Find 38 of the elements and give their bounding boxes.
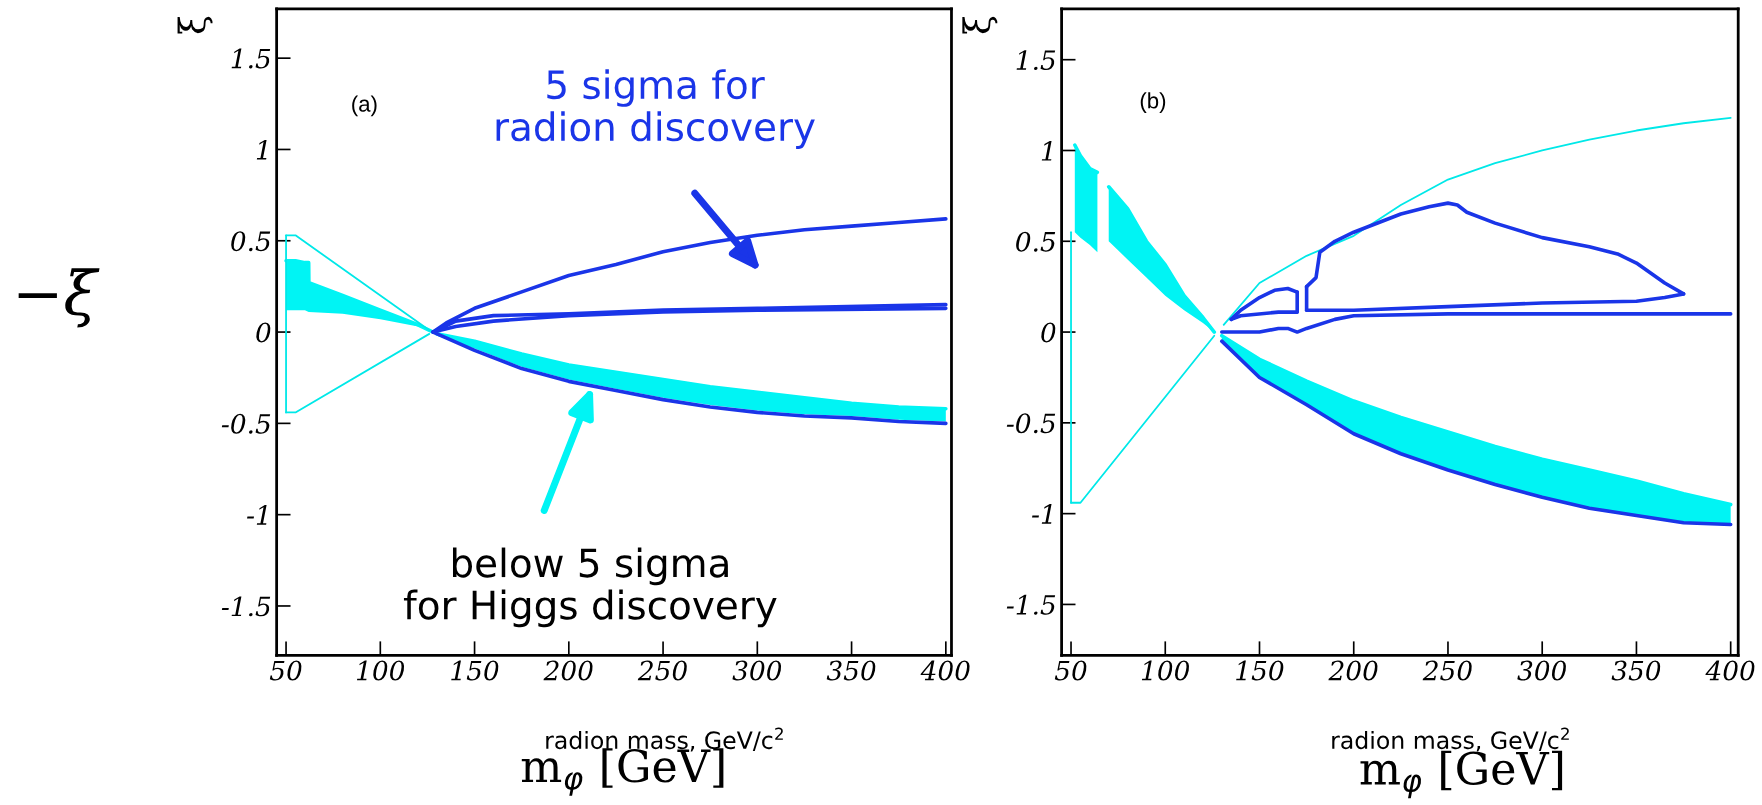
x-tick-label: 100	[1141, 660, 1190, 681]
y-tick-label: -0.5	[1006, 413, 1056, 434]
x-tick-label: 300	[732, 660, 782, 681]
annotation: (a)	[352, 95, 377, 117]
y-tick-label: 0.5	[1016, 231, 1056, 252]
x-tick-label: 150	[1236, 660, 1284, 681]
y-tick-label: 0	[1041, 322, 1056, 343]
y-tick-label: -0.5	[221, 413, 271, 434]
annotation: 5 sigma for radion discovery	[496, 69, 815, 149]
y-tick-label: 0	[256, 322, 271, 343]
x-tick-label: 250	[1422, 660, 1472, 681]
y-tick-label: 1	[256, 139, 267, 160]
y-tick-label: 1	[1041, 140, 1052, 161]
annotation: (b)	[1140, 92, 1166, 113]
text: −ξ	[18, 268, 100, 328]
x-tick-label: 200	[1328, 660, 1378, 681]
y-tick-label: 1.5	[231, 48, 271, 69]
x-tick-label: 400	[1705, 660, 1755, 681]
y-tick-label: -1	[1032, 504, 1052, 524]
x-tick-label: 350	[826, 660, 876, 681]
x-tick-label: 400	[920, 660, 970, 681]
x-tick-label: 50	[1054, 660, 1087, 681]
x-tick-label: 100	[356, 660, 405, 681]
x-tick-label: 150	[451, 660, 499, 681]
y-tick-label: -1.5	[1006, 594, 1056, 615]
y-tick-label: 0.5	[231, 231, 271, 252]
x-tick-label: 350	[1611, 660, 1661, 681]
x-tick-label: 200	[543, 660, 593, 681]
y-axis-title: ξ	[177, 16, 213, 34]
y-tick-label: 1.5	[1016, 50, 1056, 71]
annotation: below 5 sigma for Higgs discovery	[403, 547, 777, 628]
y-tick-label: -1	[247, 505, 267, 525]
x-tick-label: 50	[269, 660, 302, 681]
y-tick-label: -1.5	[221, 596, 271, 617]
y-axis-title: ξ	[962, 16, 998, 34]
x-tick-label: 300	[1517, 660, 1567, 681]
text: m$_{φ}$ [GeV]	[1360, 750, 1563, 799]
x-tick-label: 250	[637, 660, 687, 681]
